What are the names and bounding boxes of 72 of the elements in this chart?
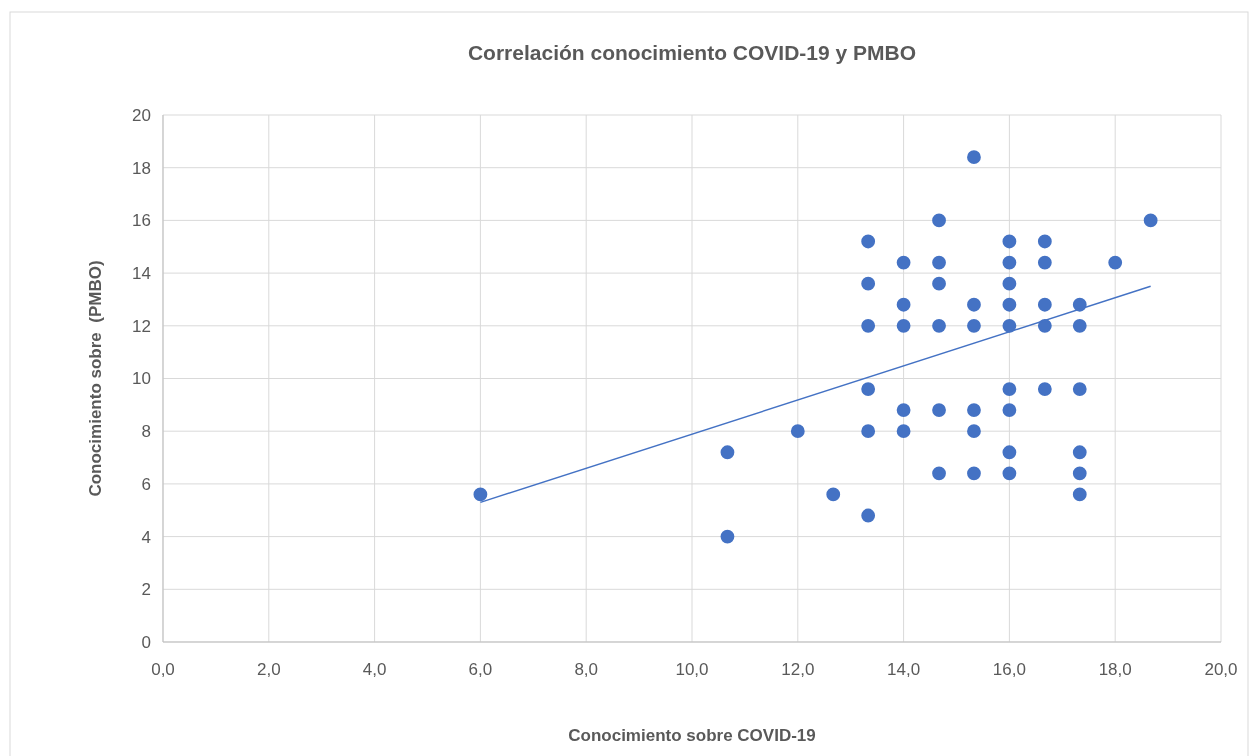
y-tick-label: 16 (132, 211, 151, 231)
x-tick-label: 2,0 (256, 660, 281, 679)
point (1002, 276, 1017, 291)
point (932, 276, 946, 291)
point (896, 424, 911, 439)
point (1002, 255, 1017, 270)
point (790, 424, 805, 439)
point (1072, 445, 1087, 460)
point (1037, 297, 1052, 312)
point (861, 234, 876, 249)
point (967, 297, 981, 312)
y-tick-label: 4 (141, 527, 151, 547)
point (896, 297, 911, 312)
x-axis-title: Conocimiento sobre COVID-19 (568, 726, 816, 745)
point (967, 466, 981, 481)
point (1002, 234, 1017, 249)
point (720, 529, 735, 544)
y-tick-label: 14 (132, 264, 151, 284)
point (1002, 466, 1017, 481)
point (861, 382, 876, 396)
y-tick-label: 8 (141, 422, 151, 442)
point (826, 487, 841, 502)
x-tick-label: 8,0 (574, 660, 599, 679)
point (967, 424, 981, 439)
point (1037, 255, 1052, 270)
x-tick-label: 14,0 (887, 660, 921, 679)
point (861, 318, 876, 333)
y-tick-label: 0 (141, 632, 151, 652)
point (932, 255, 946, 270)
point (861, 508, 876, 523)
point (896, 255, 911, 270)
x-tick-label: 10,0 (675, 660, 709, 679)
point (1072, 382, 1087, 396)
point (932, 213, 946, 228)
y-tick-label: 12 (132, 316, 151, 336)
point (1002, 297, 1017, 312)
y-tick-label: 6 (141, 474, 151, 494)
point (1072, 487, 1087, 502)
point (1072, 466, 1087, 481)
x-tick-label: 0,0 (151, 660, 175, 679)
x-tick-label: 18,0 (1098, 660, 1132, 679)
point (720, 445, 735, 460)
point (967, 318, 981, 333)
point (473, 487, 488, 502)
x-tick-label: 16,0 (992, 660, 1026, 679)
point (1072, 318, 1087, 333)
point (932, 403, 946, 418)
y-tick-label: 18 (132, 158, 151, 178)
x-tick-label: 6,0 (468, 660, 493, 679)
point (967, 150, 981, 165)
point (1143, 213, 1158, 228)
point (861, 424, 876, 439)
y-tick-label: 2 (141, 580, 151, 600)
point (1037, 234, 1052, 249)
point (896, 403, 911, 418)
x-tick-label: 4,0 (362, 660, 387, 679)
point (1002, 445, 1017, 460)
chart-title: Correlación conocimiento COVID-19 y PMBO (467, 41, 917, 64)
y-tick-label: 10 (132, 369, 151, 389)
point (932, 318, 946, 333)
point (1002, 382, 1017, 396)
point (967, 403, 981, 418)
point (1002, 403, 1017, 418)
x-tick-label: 20,0 (1204, 660, 1238, 679)
y-axis-title: Conocimiento sobre (PMBO) (86, 260, 105, 497)
point (932, 466, 946, 481)
point (1037, 382, 1052, 396)
point (861, 276, 876, 291)
x-tick-label: 12,0 (781, 660, 815, 679)
point (1108, 255, 1123, 270)
y-tick-label: 20 (132, 105, 151, 125)
point (896, 318, 911, 333)
